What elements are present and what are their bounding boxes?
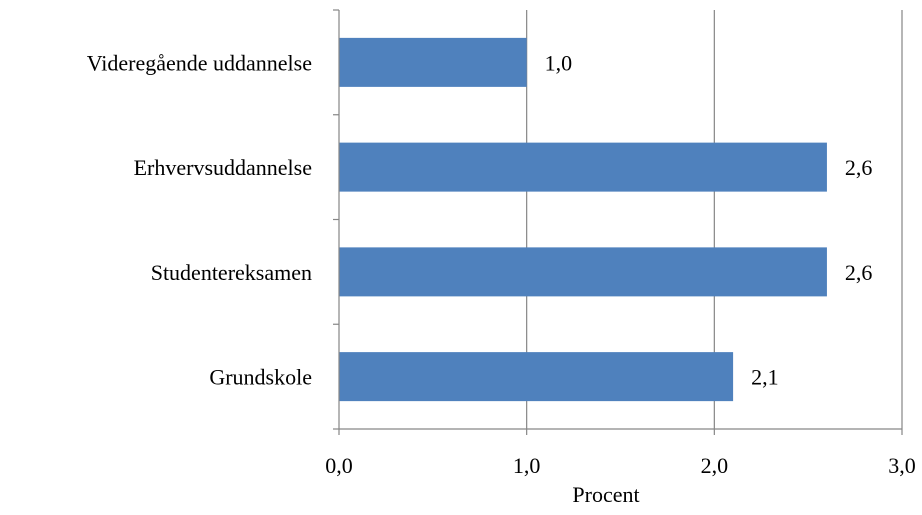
bar xyxy=(339,247,827,297)
bar xyxy=(339,352,734,402)
bars xyxy=(339,37,827,402)
category-label: Erhvervsuddannelse xyxy=(134,155,312,180)
bar xyxy=(339,37,527,87)
labels: Videregående uddannelse 1,0 Erhvervsuddann… xyxy=(87,50,916,478)
x-axis-title: Procent xyxy=(572,482,639,507)
x-tick-label: 0,0 xyxy=(325,453,353,478)
bar xyxy=(339,142,827,192)
data-label: 2,6 xyxy=(845,260,873,285)
x-tick-label: 2,0 xyxy=(701,453,729,478)
data-label: 1,0 xyxy=(545,50,573,75)
axes xyxy=(333,9,903,435)
x-tick-label: 1,0 xyxy=(513,453,541,478)
category-label: Videregående uddannelse xyxy=(87,50,312,75)
data-label: 2,6 xyxy=(845,155,873,180)
x-tick-label: 3,0 xyxy=(888,453,916,478)
data-label: 2,1 xyxy=(751,365,779,390)
category-label: Studentereksamen xyxy=(151,260,312,285)
category-label: Grundskole xyxy=(209,365,312,390)
